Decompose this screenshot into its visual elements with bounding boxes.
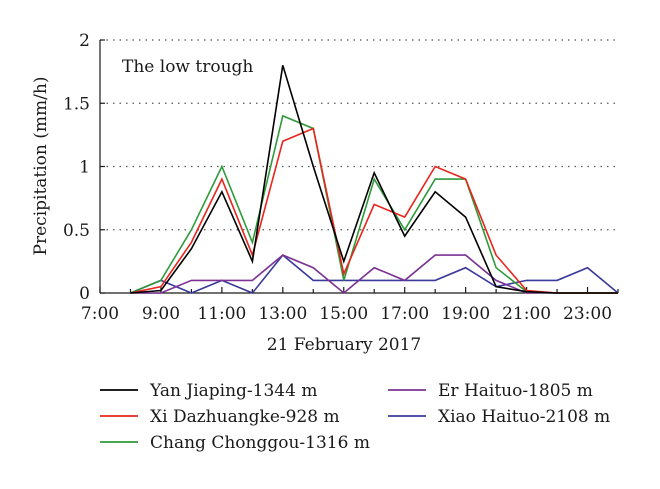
x-axis-label: 21 February 2017 bbox=[267, 335, 421, 355]
legend-item: Yan Jiaping-1344 m bbox=[100, 381, 317, 401]
x-tick-label: 21:00 bbox=[502, 304, 551, 324]
x-tick-label: 15:00 bbox=[319, 304, 368, 324]
series-line-3 bbox=[130, 254, 618, 295]
x-tick-label: 9:00 bbox=[142, 304, 180, 324]
series-line-0 bbox=[130, 65, 618, 294]
tick-labels: 0 0.5 1 1.5 2 7:00 9:00 11:00 13:00 15:00 17:00 19:… bbox=[63, 31, 612, 324]
x-tick-label: 19:00 bbox=[441, 304, 490, 324]
x-tick-label: 23:00 bbox=[563, 304, 612, 324]
legend-item: Xi Dazhuangke-928 m bbox=[100, 407, 340, 427]
y-tick-label: 1 bbox=[79, 158, 90, 178]
x-tick-label: 7:00 bbox=[81, 304, 119, 324]
y-tick-label: 0 bbox=[79, 284, 90, 304]
legend-label: Xiao Haituo-2108 m bbox=[438, 407, 610, 427]
y-tick-label: 1.5 bbox=[63, 94, 90, 114]
x-tick-label: 11:00 bbox=[197, 304, 246, 324]
x-tick-label: 17:00 bbox=[380, 304, 429, 324]
legend-item: Xiao Haituo-2108 m bbox=[388, 407, 610, 427]
series-lines bbox=[130, 65, 619, 295]
axes bbox=[99, 39, 619, 294]
legend-label: Chang Chonggou-1316 m bbox=[150, 433, 370, 453]
legend-label: Er Haituo-1805 m bbox=[438, 381, 593, 401]
chart-annotation: The low trough bbox=[122, 57, 253, 77]
series-line-4 bbox=[130, 253, 619, 294]
legend-item: Chang Chonggou-1316 m bbox=[100, 433, 370, 453]
legend-label: Xi Dazhuangke-928 m bbox=[150, 407, 340, 427]
legend: Yan Jiaping-1344 m Xi Dazhuangke-928 m Cha… bbox=[100, 381, 610, 453]
y-tick-label: 2 bbox=[79, 31, 90, 51]
y-axis-label: Precipitation (mm/h) bbox=[31, 77, 51, 256]
x-tick-label: 13:00 bbox=[258, 304, 307, 324]
legend-label: Yan Jiaping-1344 m bbox=[149, 381, 317, 401]
y-tick-label: 0.5 bbox=[63, 221, 90, 241]
legend-item: Er Haituo-1805 m bbox=[388, 381, 593, 401]
